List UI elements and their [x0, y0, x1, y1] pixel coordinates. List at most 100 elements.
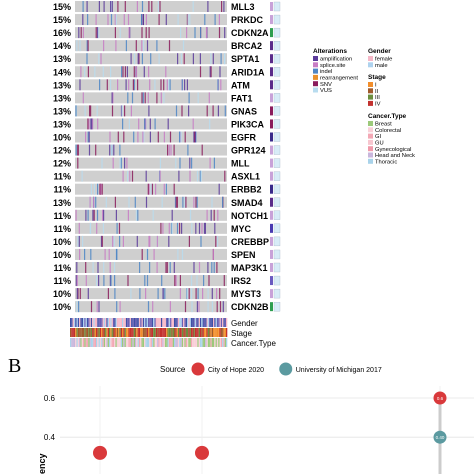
annotation-cell — [155, 328, 158, 337]
mutation-mark — [150, 53, 152, 65]
mutation-mark — [119, 27, 121, 39]
mutation-mark — [128, 79, 130, 91]
gene-track — [75, 262, 227, 273]
annotation-cell — [157, 328, 159, 337]
annotation-cell — [210, 338, 212, 347]
mutation-mark — [112, 235, 114, 247]
mutation-mark — [212, 105, 214, 117]
annotation-cell — [97, 318, 99, 327]
gene-track — [75, 40, 227, 52]
gene-percent: 10% — [53, 133, 71, 143]
mutation-mark — [144, 92, 146, 104]
side-bar-freq — [273, 249, 281, 260]
annotation-cell — [206, 338, 208, 347]
mutation-mark — [145, 170, 147, 182]
mutation-mark — [219, 288, 221, 300]
annotation-cell — [83, 318, 85, 327]
mutation-mark — [186, 288, 188, 300]
annotation-cell — [167, 318, 169, 327]
mutation-mark — [217, 209, 219, 221]
annotation-cell — [205, 328, 207, 337]
gene-track — [75, 92, 227, 104]
legend-item-label: GI — [375, 134, 382, 140]
mutation-mark — [141, 248, 143, 260]
annotation-cell — [215, 328, 217, 337]
mutation-mark — [101, 157, 103, 169]
gene-percent: 13% — [53, 198, 71, 208]
mutation-mark — [191, 301, 193, 313]
annotation-cell — [183, 328, 185, 337]
mutation-mark — [124, 157, 126, 169]
mutation-mark — [155, 183, 157, 195]
mutation-mark — [76, 288, 78, 300]
annotation-cell — [114, 338, 116, 347]
annotation-cell — [119, 338, 121, 347]
annotation-cell — [109, 328, 111, 337]
annotation-cell — [149, 338, 151, 347]
data-point — [433, 391, 447, 405]
mutation-mark — [224, 105, 226, 117]
mutation-mark — [143, 66, 145, 78]
mutation-mark — [141, 14, 143, 26]
mutation-mark — [216, 288, 218, 300]
legend-series-name: University of Michigan 2017 — [296, 367, 382, 374]
mutation-mark — [82, 235, 84, 247]
annotation-cell — [89, 328, 91, 337]
mutation-mark — [124, 66, 126, 78]
mutation-mark — [194, 131, 196, 143]
legend-item-label: SNV — [320, 82, 332, 88]
side-bar-freq — [273, 184, 281, 194]
annotation-cell — [114, 318, 116, 327]
mutation-mark — [180, 27, 182, 39]
mutation-mark — [96, 301, 98, 313]
mutation-mark — [101, 183, 103, 195]
annotation-cell — [159, 328, 161, 337]
mutation-mark — [148, 105, 150, 117]
mutation-mark — [162, 222, 164, 234]
annotation-cell — [183, 318, 185, 327]
annotation-cell — [177, 318, 180, 327]
annotation-cell — [220, 338, 223, 347]
annotation-cell — [150, 328, 152, 337]
gene-percent: 13% — [53, 93, 71, 103]
annotation-cell — [219, 328, 221, 337]
annotation-cell — [145, 318, 147, 327]
side-bar-freq — [273, 119, 281, 129]
annotation-cell — [135, 338, 137, 347]
annotation-cell — [206, 328, 208, 337]
annotation-cell — [222, 318, 224, 327]
mutation-mark — [197, 92, 199, 104]
annotation-cell — [218, 318, 220, 327]
mutation-mark — [166, 262, 168, 273]
mutation-mark — [160, 79, 162, 91]
gene-percent: 11% — [53, 172, 71, 182]
annotation-cell — [115, 338, 117, 347]
annotation-track: Stage — [70, 328, 252, 338]
annotation-cell — [205, 318, 207, 327]
annotation-cell — [133, 338, 135, 347]
mutation-mark — [149, 235, 151, 247]
mutation-mark — [148, 183, 150, 195]
mutation-mark — [142, 14, 144, 26]
annotation-cell — [88, 338, 90, 347]
mutation-mark — [75, 275, 77, 287]
gene-row: 10% EGFR — [53, 131, 281, 143]
mutation-mark — [102, 222, 104, 234]
mutation-mark — [156, 235, 158, 247]
legend-title: Alterations — [313, 48, 347, 55]
mutation-mark — [141, 27, 143, 39]
side-bar-freq — [273, 67, 281, 77]
annotation-cell — [94, 338, 96, 347]
gene-track — [75, 144, 227, 156]
side-bar-freq — [273, 301, 281, 312]
mutation-mark — [142, 131, 144, 143]
mutation-mark — [128, 196, 130, 208]
annotation-cell — [180, 328, 182, 337]
mutation-mark — [169, 262, 171, 273]
mutation-mark — [210, 209, 212, 221]
annotation-cell — [172, 318, 174, 327]
mutation-mark — [77, 144, 79, 156]
annotation-cell — [197, 338, 199, 347]
annotation-cell — [75, 328, 77, 337]
side-bar-freq — [273, 210, 281, 220]
